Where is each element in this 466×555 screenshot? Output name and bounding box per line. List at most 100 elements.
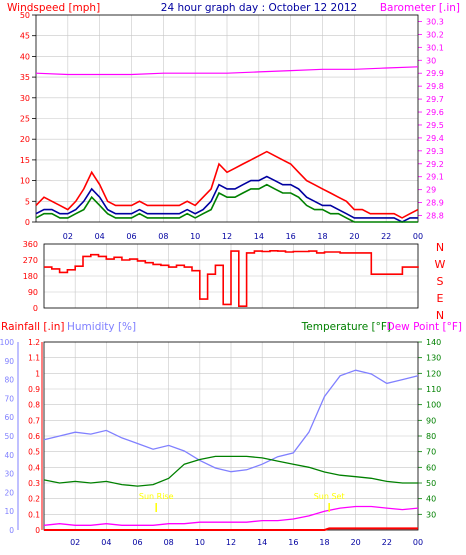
y-tick-label-left: 30 [20, 94, 30, 103]
y-tick-label-right: 30.1 [426, 43, 444, 52]
compass-label-s: S [437, 275, 444, 288]
y-tick-label-left: 0 [25, 218, 30, 227]
y-tick-label: 90 [28, 288, 38, 297]
series-temperature-line [43, 455, 418, 487]
y-tick-label-right: 28.9 [426, 199, 444, 208]
y-tick-label-rain: 0.9 [28, 385, 40, 394]
x-tick-label: 18 [319, 538, 329, 547]
y-tick-label-right: 30 [426, 56, 436, 65]
y-tick-label-humidity: 60 [4, 413, 14, 422]
humidity-axis-label: Humidity [%] [67, 321, 136, 333]
x-tick-label: 08 [158, 232, 168, 241]
y-tick-label-left: 5 [25, 197, 30, 206]
y-tick-label-left: 35 [20, 73, 30, 82]
rainfall-axis-label: Rainfall [.in] [1, 321, 64, 333]
y-tick-label-left: 50 [20, 11, 30, 20]
y-tick-label-rain: 0 [35, 526, 40, 535]
y-tick-label-humidity: 90 [4, 357, 14, 366]
y-tick-label-humidity: 80 [4, 376, 14, 385]
compass-label-n-top: N [436, 241, 444, 254]
y-tick-label-rain: 1 [35, 369, 40, 378]
y-tick-label-temp: 110 [426, 385, 441, 394]
x-tick-label: 16 [288, 538, 298, 547]
series-rainfall-line [44, 527, 418, 531]
x-tick-label: 00 [413, 232, 423, 241]
series-humidity-line [43, 369, 419, 473]
y-tick-label-temp: 50 [426, 479, 436, 488]
x-tick-label: 14 [257, 538, 267, 547]
y-tick-label-right: 29 [426, 186, 436, 195]
y-tick-label-left: 45 [20, 32, 30, 41]
series-average-line [35, 175, 418, 223]
temp-humidity-rain-panel: 0 0.1 0.2 0.3 0.4 0.5 0.6 0.7 0.8 0.9 1 1.1 1.2 0 10 20… [0, 338, 441, 547]
y-tick-label-humidity: 20 [4, 488, 14, 497]
y-tick-label-humidity: 50 [4, 432, 14, 441]
y-tick-label-left: 15 [20, 156, 30, 165]
y-tick-label-temp: 90 [426, 416, 436, 425]
y-tick-label-right: 29.5 [426, 121, 444, 130]
y-tick-label-rain: 0.3 [28, 479, 40, 488]
y-tick-label-right: 29.7 [426, 95, 444, 104]
y-tick-label-temp: 130 [426, 354, 441, 363]
plot-frame [35, 14, 419, 223]
wind-barometer-panel: 0 5 10 15 20 25 30 35 40 45 50 28.8 28.9 29 29.1 29.2 29… [20, 11, 444, 241]
y-tick-label-temp: 80 [426, 432, 436, 441]
y-tick-label-temp: 40 [426, 495, 436, 504]
temperature-axis-label: Temperature [°F] [301, 321, 391, 333]
series-speed-line [35, 183, 418, 223]
y-tick-label-rain: 0.6 [28, 432, 40, 441]
x-tick-label: 00 [413, 538, 423, 547]
x-tick-label: 22 [382, 538, 392, 547]
x-tick-label: 10 [195, 538, 205, 547]
series-barometer-line [35, 66, 419, 76]
y-tick-label-rain: 0.7 [28, 416, 40, 425]
y-tick-label-rain: 1.2 [28, 338, 40, 347]
y-tick-label-left: 40 [20, 52, 30, 61]
y-tick-label-humidity: 10 [4, 507, 14, 516]
x-tick-label: 10 [190, 232, 200, 241]
y-tick-label-right: 29.4 [426, 134, 444, 143]
y-tick-label-right: 28.8 [426, 212, 444, 221]
series-dewpoint-line [43, 505, 419, 526]
y-tick-label-temp: 120 [426, 369, 441, 378]
y-tick-label-rain: 1.1 [28, 354, 40, 363]
y-tick-label-temp: 60 [426, 463, 436, 472]
y-tick-label: 180 [23, 272, 38, 281]
y-tick-label-right: 29.1 [426, 173, 444, 182]
x-tick-label: 14 [254, 232, 264, 241]
sunrise-annotation: Sun Rise [139, 492, 174, 501]
y-tick-label-right: 29.8 [426, 82, 444, 91]
y-tick-label-right: 29.3 [426, 147, 444, 156]
y-tick-label-temp: 70 [426, 448, 436, 457]
x-tick-label: 12 [222, 232, 232, 241]
y-tick-label-right: 29.9 [426, 69, 444, 78]
y-tick-label-right: 30.2 [426, 30, 444, 39]
windspeed-axis-label: Windspeed [mph] [7, 2, 100, 14]
dewpoint-axis-label: Dew Point [°F] [387, 321, 462, 333]
x-tick-label: 20 [351, 538, 361, 547]
x-tick-label: 02 [63, 232, 73, 241]
y-tick-label-left: 25 [20, 115, 30, 124]
chart-title: 24 hour graph day : October 12 2012 [161, 2, 357, 14]
y-tick-label-humidity: 30 [4, 470, 14, 479]
y-tick-label-humidity: 70 [4, 394, 14, 403]
x-tick-label: 18 [317, 232, 327, 241]
y-tick-label-humidity: 40 [4, 451, 14, 460]
y-tick-label-humidity: 0 [9, 526, 14, 535]
y-tick-label-rain: 0.8 [28, 401, 40, 410]
series-gust-line [35, 150, 419, 219]
y-tick-label-temp: 100 [426, 401, 441, 410]
series-direction-line [44, 250, 419, 308]
x-tick-label: 20 [349, 232, 359, 241]
y-tick-label: 0 [33, 304, 38, 313]
x-tick-label: 02 [70, 538, 80, 547]
x-tick-label: 12 [226, 538, 236, 547]
y-tick-label-left: 10 [20, 177, 30, 186]
y-tick-label: 270 [23, 256, 38, 265]
x-tick-label: 16 [286, 232, 296, 241]
x-tick-label: 04 [101, 538, 111, 547]
compass-label-n-bottom: N [436, 309, 444, 322]
y-tick-label-humidity: 100 [0, 338, 14, 347]
y-tick-label-rain: 0.2 [28, 495, 40, 504]
x-tick-label: 04 [95, 232, 105, 241]
